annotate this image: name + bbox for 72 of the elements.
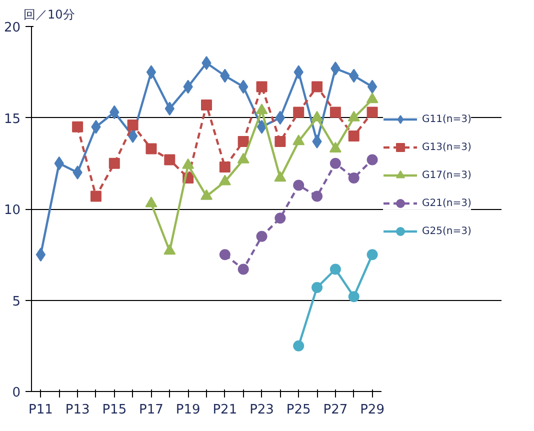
x-tick-label: P21 [212,402,238,418]
y-tick-label: 15 [4,112,21,127]
x-tick-label: P17 [139,402,164,418]
point [36,248,46,262]
point [219,249,230,260]
point [274,212,286,224]
point [238,136,249,147]
point [164,244,176,255]
point [256,230,268,242]
point [200,189,212,200]
legend-label: G13(n=3) [422,142,472,152]
point [311,110,324,122]
x-tick-label: P27 [323,402,348,418]
point [348,130,360,142]
point [330,158,341,169]
point [146,143,157,154]
x-tick-label: P19 [176,402,200,418]
point [366,92,378,104]
point [274,171,286,182]
x-tick-label: P13 [65,402,90,418]
point [72,166,82,180]
point [366,154,378,166]
point [108,158,120,169]
point [348,110,360,122]
point [164,154,176,166]
point [237,152,250,164]
point [128,129,138,143]
x-tick-label: P15 [102,402,127,418]
point [367,80,378,94]
point [256,81,268,92]
point [312,282,323,293]
point [348,172,360,184]
point [293,180,304,191]
point [127,120,138,131]
point [366,106,378,118]
point [238,264,249,275]
point [348,291,360,302]
point [330,106,341,118]
point [330,264,341,275]
point [275,110,286,125]
point [201,99,212,110]
point [218,174,231,186]
point [219,162,230,173]
point [366,249,378,260]
x-tick-label: P29 [360,402,384,418]
point [329,142,342,152]
point [146,65,156,80]
point [274,136,286,147]
point [72,121,84,132]
point [182,158,194,169]
legend-label: G25(n=3) [422,226,472,236]
point [256,104,268,114]
point [293,106,304,118]
legend-label: G21(n=3) [422,198,472,208]
x-tick-label: P11 [28,402,53,418]
x-tick-label: P23 [250,402,274,418]
point [292,134,305,146]
y-axis-title: 回／10分 [24,8,75,22]
y-tick-label: 20 [4,20,21,36]
y-tick-label: 0 [12,386,21,400]
y-tick-label: 5 [12,294,21,310]
y-tick-label: 10 [4,203,21,218]
legend-label: G17(n=3) [422,170,472,180]
point [312,81,323,92]
point [256,120,267,134]
point [202,56,212,70]
legend-label: G11(n=3) [422,114,472,124]
point [293,340,304,352]
point [145,196,158,208]
point [312,190,323,202]
x-tick-label: P25 [286,402,311,418]
point [90,190,102,202]
